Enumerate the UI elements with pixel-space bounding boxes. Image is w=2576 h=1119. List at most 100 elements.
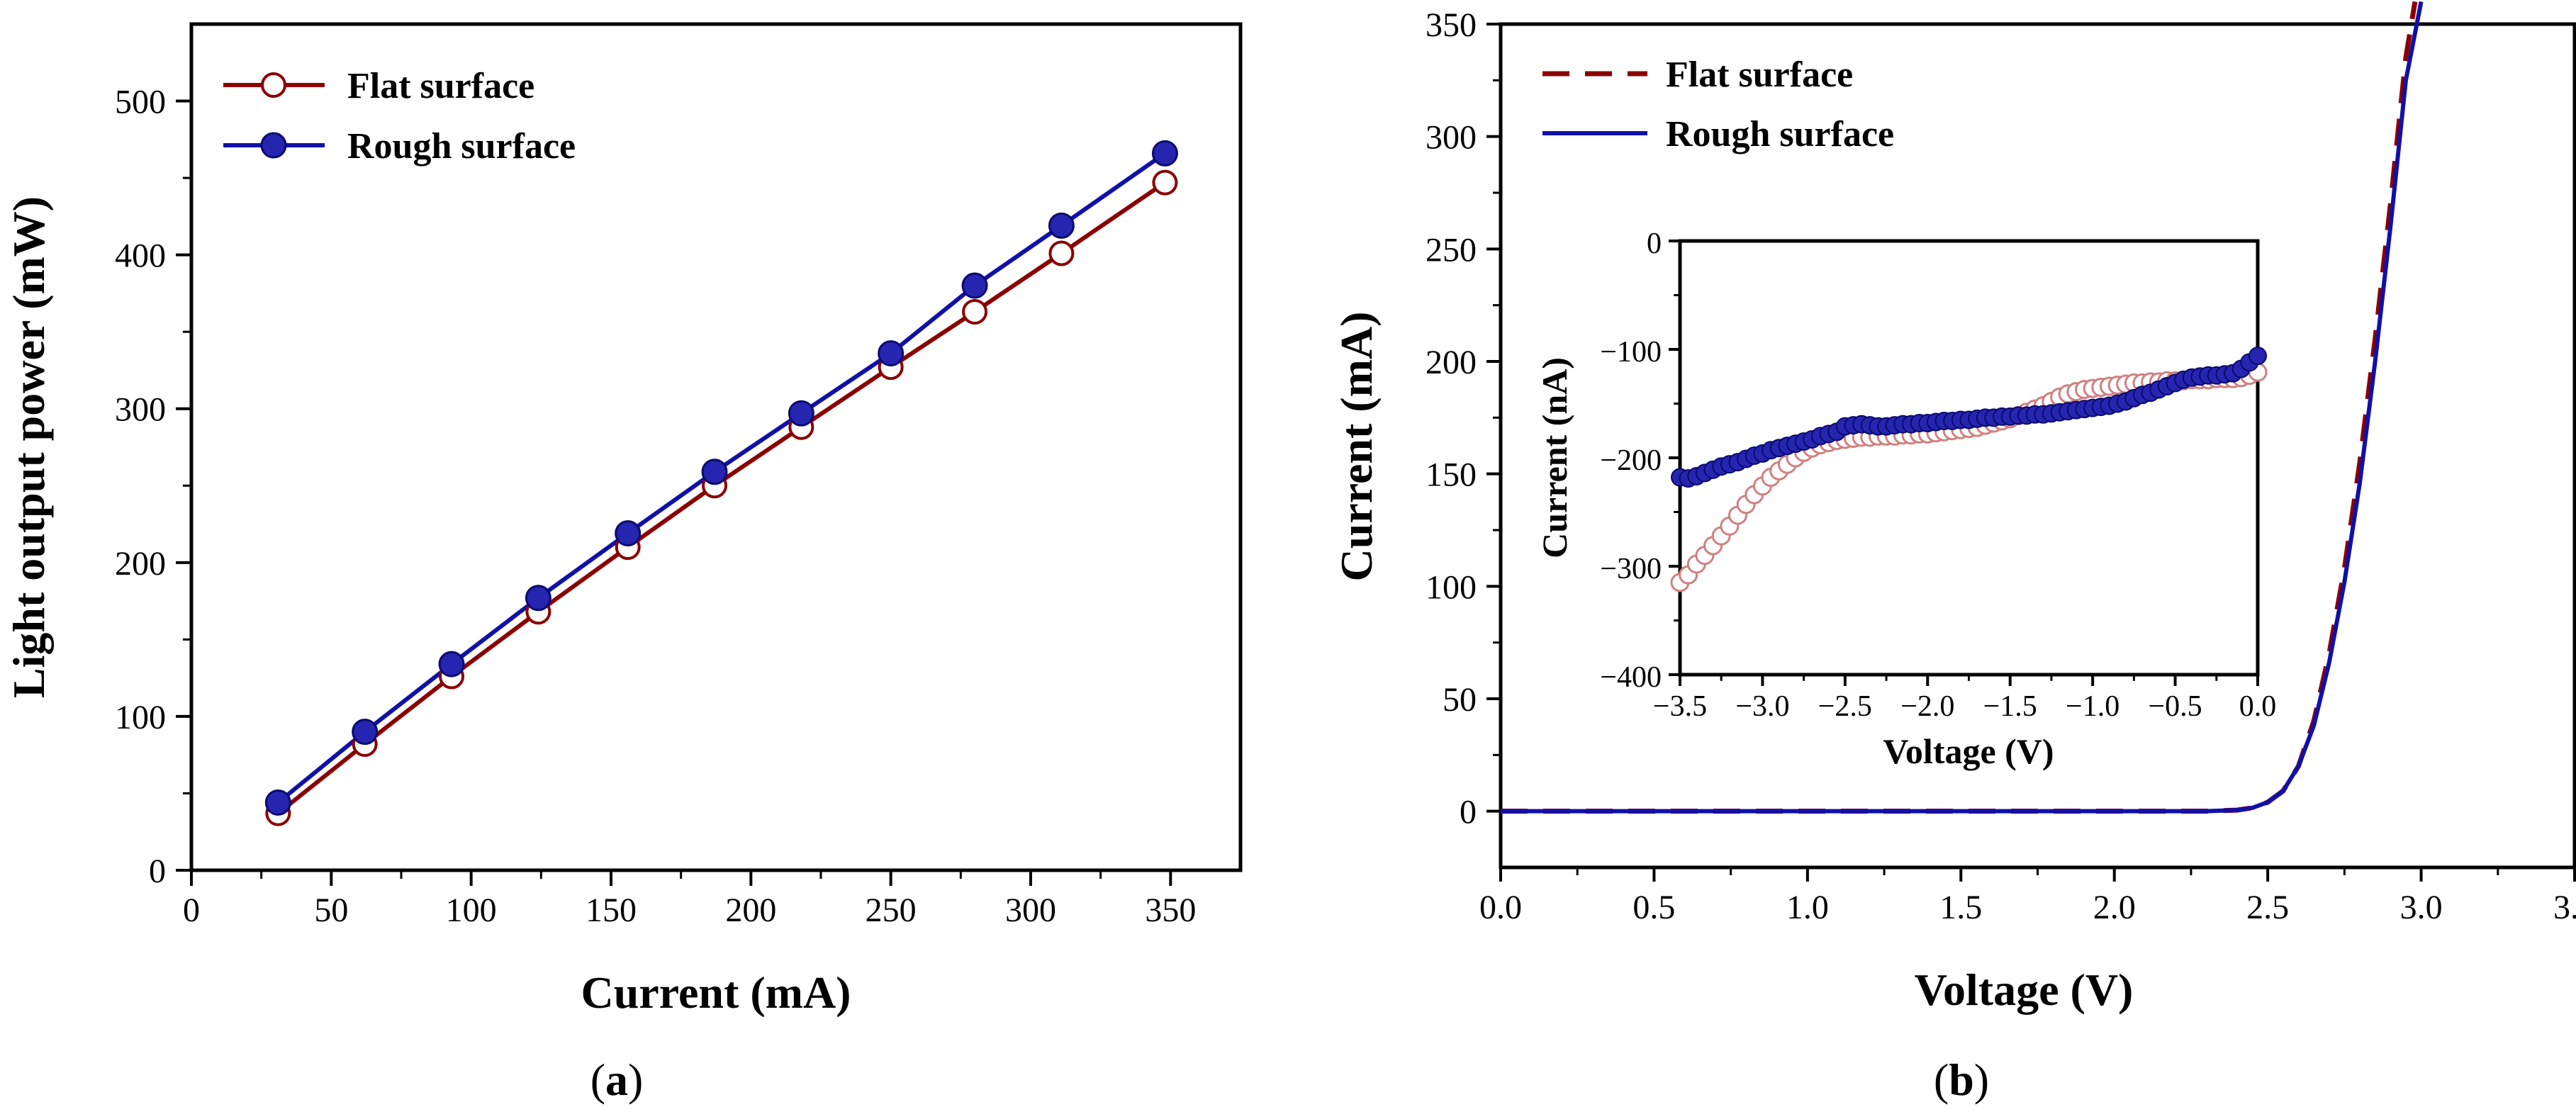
legend-label-rough-b: Rough surface xyxy=(1666,114,1894,154)
x-tick-label: −2.5 xyxy=(1818,690,1872,723)
y-tick-label: 200 xyxy=(1426,344,1477,381)
x-tick-label: 0.0 xyxy=(2239,690,2277,723)
panel-b-caption: (b) xyxy=(1934,1055,1989,1105)
data-point-rough xyxy=(525,585,551,612)
series-line-rough xyxy=(1501,1,2424,814)
x-tick-label: −1.5 xyxy=(1983,690,2037,723)
inset-x-axis-title: Voltage (V) xyxy=(1883,731,2054,771)
y-tick-label: 300 xyxy=(115,391,166,429)
data-point-rough xyxy=(264,789,291,816)
data-point-flat xyxy=(1152,169,1178,196)
data-point-rough xyxy=(352,719,379,746)
legend-marker-flat xyxy=(261,72,286,98)
y-tick-label: 350 xyxy=(1426,6,1477,44)
panel-b-inset: −3.5 −3.0 −2.5 −2.0 −1.5 −1.0 −0.5 0.0 −400 −300 −… xyxy=(1535,227,2276,771)
panel-a-tick-marks xyxy=(176,99,1172,886)
panel-a-y-axis-title: Light output power (mW) xyxy=(4,196,54,698)
inset-tick-labels: −3.5 −3.0 −2.5 −2.0 −1.5 −1.0 −0.5 0.0 −400 −300 −… xyxy=(1600,227,2276,723)
panel-b-tick-labels: 0.0 0.5 1.0 1.5 2.0 2.5 3.0 3.5 0 50 100 150 200 250 3… xyxy=(1426,6,2576,926)
y-tick-label: 150 xyxy=(1426,456,1477,494)
y-tick-label: 500 xyxy=(115,84,166,121)
panel-b-y-axis-title: Current (mA) xyxy=(1331,312,1382,582)
caption-letter-b: b xyxy=(1949,1055,1974,1105)
data-point-rough xyxy=(701,459,728,485)
legend-marker-rough xyxy=(260,132,287,159)
x-tick-label: 2.5 xyxy=(2246,889,2289,926)
caption-close-paren-b: ) xyxy=(1974,1055,1989,1105)
inset-background xyxy=(1680,241,2258,675)
x-tick-label: 0.0 xyxy=(1479,889,1522,926)
x-tick-label: 2.0 xyxy=(2093,889,2136,926)
data-point-rough xyxy=(1048,212,1075,239)
data-point-rough xyxy=(788,400,814,427)
x-tick-label: −3.0 xyxy=(1735,690,1789,723)
panel-a-x-axis-title: Current (mA) xyxy=(581,967,851,1018)
data-point-flat xyxy=(1048,240,1075,266)
panel-a-caption: (a) xyxy=(590,1055,644,1105)
x-tick-label: 1.0 xyxy=(1786,889,1829,926)
panel-b: 0.0 0.5 1.0 1.5 2.0 2.5 3.0 3.5 0 50 100 150 200 250 3… xyxy=(1331,1,2576,1105)
x-tick-label: 250 xyxy=(866,892,917,929)
caption-close-paren: ) xyxy=(628,1055,643,1105)
x-tick-label: 350 xyxy=(1145,892,1196,929)
panel-b-legend: Flat surface Rough surface xyxy=(1542,55,1894,154)
caption-open-paren: ( xyxy=(590,1055,605,1105)
data-point-rough xyxy=(961,272,988,299)
x-tick-label: 150 xyxy=(586,892,637,929)
inset-plot-frame xyxy=(1678,239,2260,677)
x-tick-label: 0 xyxy=(183,892,200,929)
panel-a-markers xyxy=(264,140,1178,826)
y-tick-label: 400 xyxy=(115,237,166,275)
y-tick-label: 50 xyxy=(1443,681,1477,719)
inset-point-rough xyxy=(2249,347,2267,366)
data-point-rough xyxy=(1151,140,1178,167)
y-tick-label: 100 xyxy=(1426,568,1477,606)
data-point-rough xyxy=(615,520,642,547)
x-tick-label: 3.5 xyxy=(2553,889,2576,926)
y-tick-label: −400 xyxy=(1600,661,1662,694)
inset-tick-marks xyxy=(1669,240,2259,686)
series-line-flat xyxy=(276,181,1167,816)
panel-b-x-axis-title: Voltage (V) xyxy=(1915,965,2134,1015)
data-point-flat xyxy=(962,298,988,325)
y-tick-label: 300 xyxy=(1426,119,1477,157)
panel-a-legend: Flat surface Rough surface xyxy=(223,66,576,167)
panel-b-tick-marks xyxy=(1486,23,2576,882)
x-tick-label: −2.0 xyxy=(1900,690,1954,723)
caption-open-paren-b: ( xyxy=(1934,1055,1949,1105)
y-tick-label: 0 xyxy=(1647,227,1662,260)
y-tick-label: −300 xyxy=(1600,553,1662,585)
y-tick-label: 200 xyxy=(115,545,166,583)
y-tick-label: 250 xyxy=(1426,231,1477,269)
x-tick-label: 300 xyxy=(1005,892,1056,929)
x-tick-label: 100 xyxy=(446,892,497,929)
y-tick-label: 0 xyxy=(1460,794,1477,831)
y-tick-label: 0 xyxy=(149,853,166,890)
y-tick-label: 100 xyxy=(115,699,166,736)
inset-y-axis-title: Current (nA) xyxy=(1535,357,1574,558)
panel-b-plot-frame xyxy=(1499,22,2576,870)
y-tick-label: −200 xyxy=(1600,444,1662,477)
x-tick-label: −3.5 xyxy=(1653,690,1707,723)
legend-label-flat: Flat surface xyxy=(347,66,534,106)
x-tick-label: 50 xyxy=(314,892,348,929)
panel-a: 0 50 100 150 200 250 300 350 0 100 200 300 400 500 Fl… xyxy=(4,22,1243,1105)
x-tick-label: −0.5 xyxy=(2148,690,2202,723)
panel-a-tick-labels: 0 50 100 150 200 250 300 350 0 100 200 300 400 500 xyxy=(115,84,1196,929)
x-tick-label: −1.0 xyxy=(2066,690,2119,723)
x-tick-label: 200 xyxy=(725,892,776,929)
x-tick-label: 1.5 xyxy=(1939,889,1982,926)
caption-letter-a: a xyxy=(605,1055,628,1105)
legend-label-rough: Rough surface xyxy=(347,126,576,167)
inset-markers xyxy=(1670,347,2268,592)
y-tick-label: −100 xyxy=(1600,336,1662,369)
legend-label-flat-b: Flat surface xyxy=(1666,55,1853,95)
x-tick-label: 0.5 xyxy=(1633,889,1675,926)
panel-b-series-lines xyxy=(1501,1,2424,814)
data-point-rough xyxy=(878,340,905,367)
panel-a-plot-frame xyxy=(189,22,1243,872)
x-tick-label: 3.0 xyxy=(2400,889,2443,926)
data-point-rough xyxy=(438,651,465,677)
